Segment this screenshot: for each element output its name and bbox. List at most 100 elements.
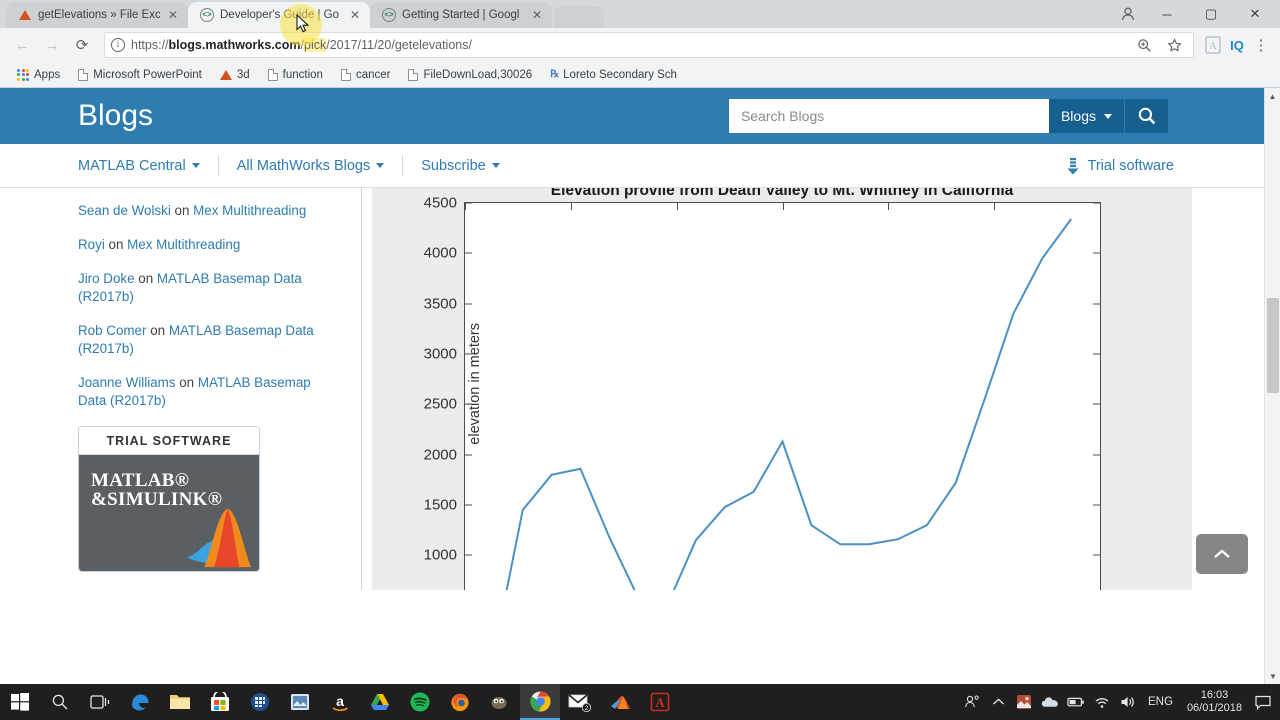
- profile-icon[interactable]: [1112, 0, 1144, 28]
- mail-button[interactable]: 2: [560, 684, 600, 720]
- search-plus-icon[interactable]: [1133, 34, 1155, 56]
- matlab-icon: [611, 696, 630, 709]
- people-icon[interactable]: [960, 684, 984, 720]
- photos-button[interactable]: [280, 684, 320, 720]
- amazon-button[interactable]: a: [320, 684, 360, 720]
- bookmark-star-icon[interactable]: [1163, 34, 1185, 56]
- microsoft-store-button[interactable]: [200, 684, 240, 720]
- onedrive-icon[interactable]: [1038, 684, 1062, 720]
- chrome-menu-icon[interactable]: ⋮: [1250, 34, 1272, 56]
- bookmark-apps[interactable]: Apps: [8, 68, 69, 81]
- code-icon: <>: [200, 8, 214, 22]
- comment-post[interactable]: Mex Multithreading: [127, 237, 241, 252]
- spotify-button[interactable]: [400, 684, 440, 720]
- comment-post[interactable]: MATLAB Basemap Data (R2017b): [78, 271, 302, 304]
- scrollbar-up-arrow[interactable]: ▲: [1268, 91, 1277, 101]
- chart-ytick-mark: [465, 202, 472, 204]
- maximize-button[interactable]: ▢: [1204, 6, 1218, 21]
- trial-software-card[interactable]: TRIAL SOFTWARE MATLAB® &SIMULINK®: [78, 426, 260, 572]
- matlab-button[interactable]: [600, 684, 640, 720]
- site-logo[interactable]: Blogs: [78, 99, 154, 132]
- scroll-to-top-button[interactable]: [1196, 534, 1248, 574]
- comment-author[interactable]: Jiro Doke: [78, 271, 135, 286]
- browser-tab-0[interactable]: getElevations » File Excha ✕: [6, 2, 188, 28]
- browser-tab-1[interactable]: <> Developer's Guide | Go ✕: [188, 2, 370, 28]
- bookmark-loreto-secondary-school[interactable]: ℞ Loreto Secondary Sch: [541, 69, 686, 81]
- chart-xtick-mark: [570, 203, 572, 210]
- volume-icon[interactable]: [1116, 684, 1140, 720]
- start-button[interactable]: [0, 684, 40, 720]
- chart-ytick-mark: [1093, 303, 1100, 305]
- iq-extension-icon[interactable]: IQ: [1226, 34, 1248, 56]
- search-button[interactable]: [40, 684, 80, 720]
- page-viewport: Blogs Blogs MATLAB Central All MathWorks: [0, 88, 1280, 684]
- subnav-item-matlab-central[interactable]: MATLAB Central: [78, 158, 218, 174]
- scrollbar-down-arrow[interactable]: ▼: [1269, 671, 1277, 681]
- google-drive-button[interactable]: [360, 684, 400, 720]
- wifi-icon[interactable]: [1090, 684, 1114, 720]
- subnav-item-all-mathworks-blogs[interactable]: All MathWorks Blogs: [219, 158, 403, 174]
- bookmark-3d[interactable]: 3d: [211, 69, 259, 81]
- chevron-up-icon: [1214, 549, 1230, 558]
- close-window-button[interactable]: ✕: [1249, 6, 1261, 21]
- site-subnav: MATLAB Central All MathWorks Blogs Subsc…: [0, 144, 1280, 188]
- app-button[interactable]: [240, 684, 280, 720]
- file-explorer-button[interactable]: [160, 684, 200, 720]
- forward-button[interactable]: →: [44, 36, 60, 54]
- pdf-extension-icon[interactable]: A: [1202, 34, 1224, 56]
- comment-post[interactable]: MATLAB Basemap Data (R2017b): [78, 323, 314, 356]
- address-bar[interactable]: i https://blogs.mathworks.com/pick/2017/…: [104, 32, 1194, 58]
- new-tab-button[interactable]: [554, 6, 604, 28]
- page-scrollbar[interactable]: ▲ ▼: [1264, 88, 1280, 684]
- edge-button[interactable]: [120, 684, 160, 720]
- search-input[interactable]: [728, 99, 1049, 133]
- minimize-button[interactable]: ─: [1162, 6, 1172, 22]
- browser-tab-2[interactable]: <> Getting Started | Googl ✕: [370, 2, 552, 28]
- site-info-icon[interactable]: i: [111, 38, 125, 52]
- chevron-down-icon: [1104, 113, 1112, 119]
- comment-post[interactable]: MATLAB Basemap Data (R2017b): [78, 375, 311, 408]
- comment-author[interactable]: Rob Comer: [78, 323, 147, 338]
- bookmark-microsoft-powerpoint[interactable]: Microsoft PowerPoint: [69, 68, 211, 81]
- chart-ytick-label: 4500: [423, 194, 457, 212]
- bookmark-filedownload[interactable]: FileDownLoad,30026: [399, 68, 541, 81]
- clock[interactable]: 16:03 06/01/2018: [1181, 689, 1248, 715]
- comment-author[interactable]: Royi: [78, 237, 105, 252]
- back-button[interactable]: ←: [14, 36, 30, 54]
- subnav-item-subscribe[interactable]: Subscribe: [403, 158, 517, 174]
- chart-ytick-label: 4000: [423, 244, 457, 262]
- search-scope-dropdown[interactable]: Blogs: [1048, 99, 1124, 133]
- comment-post[interactable]: Mex Multithreading: [193, 203, 307, 218]
- task-view-button[interactable]: [80, 684, 120, 720]
- tab-close-icon[interactable]: ✕: [349, 8, 361, 22]
- gimp-button[interactable]: [480, 684, 520, 720]
- bookmark-label: Microsoft PowerPoint: [93, 68, 202, 81]
- search-submit-button[interactable]: [1124, 99, 1168, 133]
- comment-item: Royi on Mex Multithreading: [78, 236, 331, 254]
- scrollbar-thumb[interactable]: [1267, 298, 1279, 393]
- chart-title: Elevation provile from Death Valley to M…: [550, 188, 1014, 199]
- show-hidden-icons-icon[interactable]: [986, 684, 1010, 720]
- trial-software-link[interactable]: Trial software: [1066, 157, 1174, 175]
- bookmark-cancer[interactable]: cancer: [332, 68, 400, 81]
- comment-author[interactable]: Joanne Williams: [78, 375, 176, 390]
- matlab-icon: [219, 69, 232, 80]
- site-search: Blogs: [728, 99, 1168, 133]
- url-host: blogs.mathworks.com: [168, 38, 301, 52]
- acrobat-button[interactable]: A: [640, 684, 680, 720]
- system-tray: ENG 16:03 06/01/2018: [960, 684, 1280, 720]
- chrome-button[interactable]: [520, 684, 560, 720]
- firefox-button[interactable]: [440, 684, 480, 720]
- chart-xtick-mark: [782, 203, 784, 210]
- app-tray-icon[interactable]: [1012, 684, 1036, 720]
- tab-close-icon[interactable]: ✕: [167, 8, 179, 22]
- reload-button[interactable]: ⟳: [75, 37, 89, 54]
- chart-ytick-mark: [465, 353, 472, 355]
- battery-icon[interactable]: [1064, 684, 1088, 720]
- tab-close-icon[interactable]: ✕: [531, 8, 543, 22]
- comment-author[interactable]: Sean de Wolski: [78, 203, 171, 218]
- document-icon: [340, 68, 351, 81]
- language-indicator[interactable]: ENG: [1148, 696, 1173, 708]
- bookmark-function[interactable]: function: [259, 68, 332, 81]
- notification-icon[interactable]: [1250, 684, 1276, 720]
